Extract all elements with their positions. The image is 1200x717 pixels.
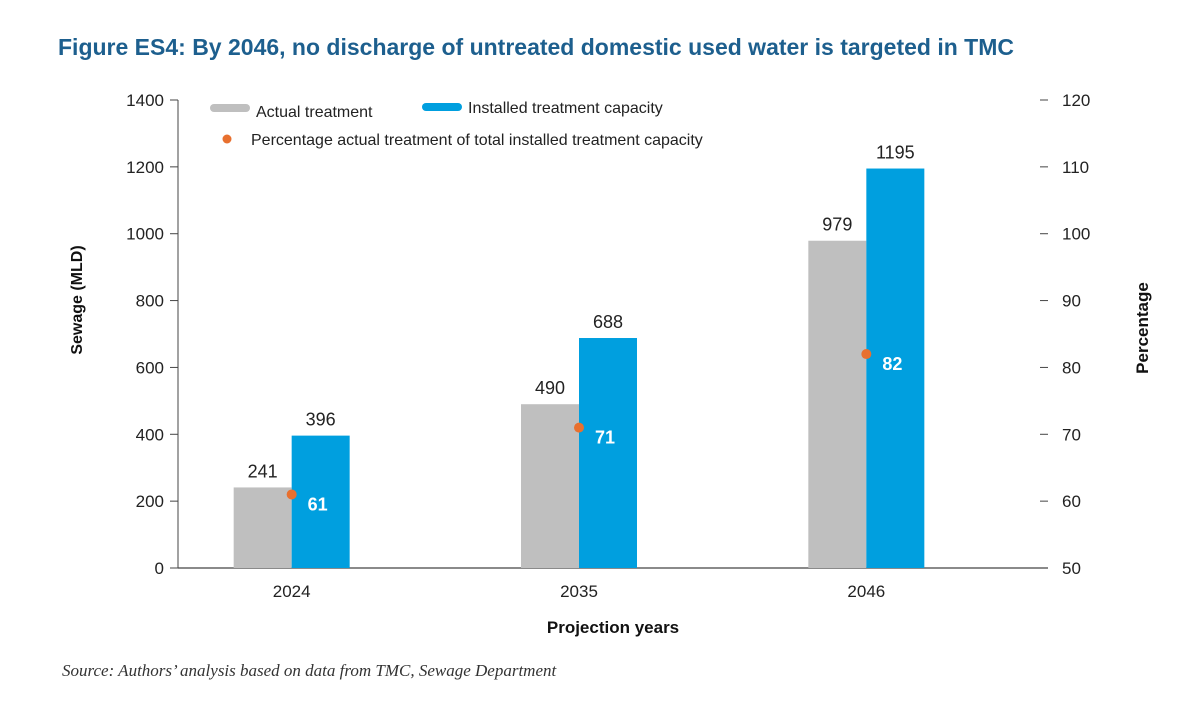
legend-label-percentage: Percentage actual treatment of total ins… xyxy=(251,132,703,149)
bar-installed xyxy=(291,435,350,568)
left-tick-label: 400 xyxy=(136,425,164,444)
left-axis: 0 200 400 600 800 1000 1200 1400 xyxy=(126,91,179,578)
right-tick-label: 100 xyxy=(1062,225,1090,244)
source-note: Source: Authors’ analysis based on data … xyxy=(62,661,557,680)
x-tick-label: 2046 xyxy=(847,582,885,601)
left-tick-label: 800 xyxy=(136,292,164,311)
bar-actual xyxy=(808,240,867,568)
right-tick-label: 60 xyxy=(1062,492,1081,511)
right-tick-label: 50 xyxy=(1062,559,1081,578)
right-tick-label: 80 xyxy=(1062,358,1081,377)
bar-installed xyxy=(866,168,925,568)
legend-label-actual: Actual treatment xyxy=(256,104,373,121)
right-axis: 50 60 70 80 90 100 110 120 xyxy=(1040,91,1090,578)
left-tick-label: 1200 xyxy=(126,158,164,177)
percentage-value-label: 82 xyxy=(882,354,902,374)
x-axis: 2024 2035 2046 xyxy=(178,567,1048,601)
left-tick-label: 1000 xyxy=(126,225,164,244)
bar-value-label: 688 xyxy=(593,312,623,332)
bar-installed xyxy=(579,338,637,568)
right-tick-label: 120 xyxy=(1062,91,1090,110)
bar-actual xyxy=(521,404,579,568)
x-axis-title: Projection years xyxy=(547,618,679,637)
bars: 241 396 490 688 979 1195 xyxy=(233,143,925,568)
percentage-point xyxy=(574,422,584,433)
right-tick-label: 90 xyxy=(1062,292,1081,311)
left-tick-label: 0 xyxy=(155,559,164,578)
percentage-value-label: 61 xyxy=(308,494,328,514)
left-tick-label: 1400 xyxy=(126,91,164,110)
percentage-point xyxy=(286,489,297,500)
bar-value-label: 241 xyxy=(248,461,278,481)
x-tick-label: 2024 xyxy=(273,582,311,601)
bar-value-label: 979 xyxy=(822,215,852,235)
bar-value-label: 490 xyxy=(535,378,565,398)
legend-swatch-actual xyxy=(210,104,250,112)
percentage-point xyxy=(861,349,872,360)
x-tick-label: 2035 xyxy=(560,582,598,601)
left-tick-label: 600 xyxy=(136,358,164,377)
right-tick-label: 110 xyxy=(1062,158,1089,177)
legend-label-installed: Installed treatment capacity xyxy=(468,100,663,117)
y2-axis-title: Percentage xyxy=(1133,282,1152,374)
bar-value-label: 396 xyxy=(306,410,336,430)
legend-swatch-installed xyxy=(422,103,462,111)
legend: Actual treatment Installed treatment cap… xyxy=(210,100,703,149)
percentage-value-label: 71 xyxy=(595,428,615,448)
right-tick-label: 70 xyxy=(1062,425,1081,444)
y-axis-title: Sewage (MLD) xyxy=(69,245,86,354)
legend-marker-percentage xyxy=(222,134,232,144)
percentage-points: 61 71 82 xyxy=(286,349,902,514)
figure-title: Figure ES4: By 2046, no discharge of unt… xyxy=(58,34,1015,60)
bar-value-label: 1195 xyxy=(876,143,915,163)
bar-actual xyxy=(233,487,292,568)
left-tick-label: 200 xyxy=(136,492,164,511)
